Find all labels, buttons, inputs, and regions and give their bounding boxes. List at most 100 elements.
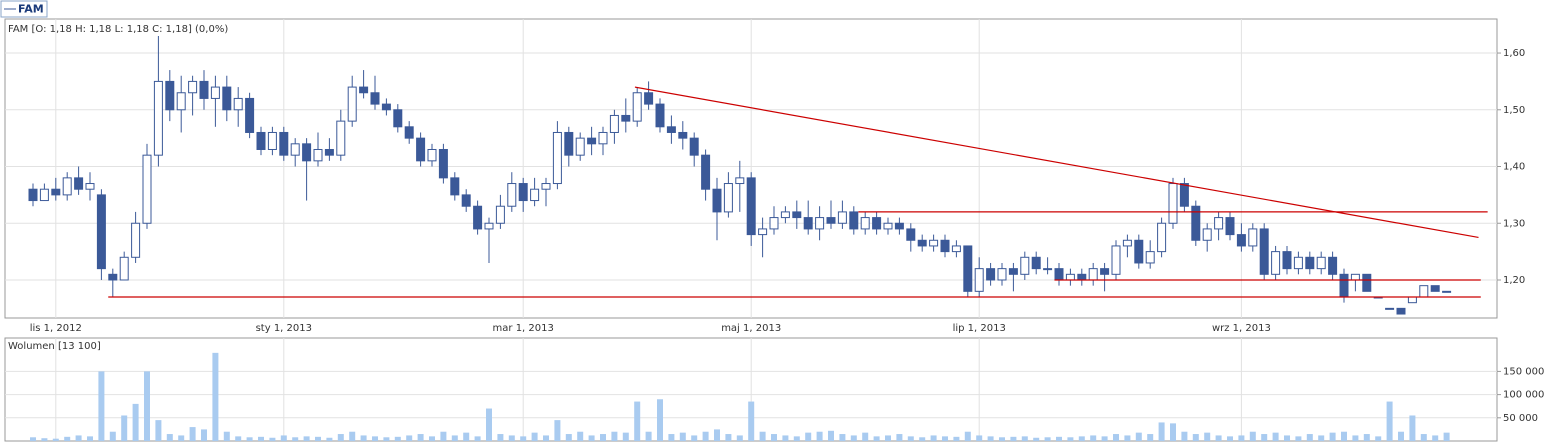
candle-body	[860, 217, 870, 230]
candle-body	[815, 217, 825, 230]
candle-body	[769, 217, 779, 230]
candle-body	[165, 80, 175, 111]
volume-bar	[999, 437, 1005, 441]
volume-bar	[463, 432, 470, 441]
volume-bar	[964, 431, 971, 441]
candle-body	[929, 239, 939, 247]
volume-bar	[862, 432, 869, 441]
candle-body	[1442, 290, 1452, 293]
candle-body	[655, 103, 665, 128]
volume-bar	[577, 431, 584, 441]
y-tick-label: 1,20	[1503, 275, 1525, 286]
volume-bar	[679, 432, 686, 441]
volume-bar	[565, 434, 572, 441]
volume-bar	[1386, 401, 1393, 441]
candle-body	[564, 131, 574, 156]
candle-body	[735, 177, 745, 185]
y-tick-label: 100 000	[1503, 390, 1544, 401]
candle-body	[427, 148, 437, 162]
candle-body	[473, 205, 483, 230]
candle-body	[1202, 228, 1212, 241]
volume-bar	[451, 435, 458, 441]
y-tick-label: 1,60	[1503, 48, 1525, 59]
candle-body	[1271, 251, 1281, 275]
candle-body	[495, 205, 505, 224]
volume-bar	[611, 431, 618, 441]
candle-body	[1430, 285, 1440, 292]
candle-body	[222, 86, 232, 111]
volume-bar	[201, 429, 207, 441]
candle-body	[245, 97, 255, 133]
candle-body	[484, 222, 494, 230]
volume-bar	[41, 438, 48, 441]
candle-body	[1385, 307, 1395, 310]
volume-bar	[1170, 423, 1176, 441]
volume-bar	[1352, 435, 1359, 441]
candle-body	[1043, 268, 1053, 271]
candle-body	[359, 86, 369, 94]
candle-body	[1031, 256, 1041, 270]
volume-bar	[474, 436, 481, 441]
candle-body	[632, 92, 642, 122]
candle-body	[849, 211, 859, 230]
candle-body	[917, 239, 927, 247]
volume-bar	[1284, 435, 1290, 441]
candle-body	[210, 86, 220, 99]
candle-body	[461, 194, 471, 207]
volume-bar	[1067, 437, 1074, 441]
volume-bar	[987, 436, 994, 441]
candle-body	[780, 211, 790, 219]
volume-bar	[508, 435, 515, 441]
candle-body	[62, 177, 72, 196]
candle-body	[746, 177, 756, 236]
plot: 1,20 1,30 1,40 1,50 1,60 lis 1, 2012 sty 1, 20…	[5, 19, 1544, 441]
volume-title: Wolumen [13 100]	[8, 341, 101, 352]
volume-bar	[885, 435, 891, 441]
candle-body	[1020, 256, 1030, 275]
candle-body	[1305, 256, 1315, 270]
candle-body	[51, 188, 61, 196]
candle-body	[678, 131, 688, 139]
candle-body	[1088, 268, 1098, 281]
candle-body	[267, 131, 277, 150]
volume-bar	[520, 436, 527, 441]
volume-bar	[1192, 434, 1199, 441]
price-info: FAM [O: 1,18 H: 1,18 L: 1,18 C: 1,18] (0…	[8, 24, 228, 35]
y-tick-label: 1,50	[1503, 105, 1525, 116]
candle-body	[336, 120, 346, 156]
candle-body	[951, 245, 961, 253]
candle-body	[1168, 183, 1178, 224]
candle-body	[1100, 268, 1110, 275]
candle-body	[416, 137, 426, 162]
candle-body	[1259, 228, 1269, 275]
candle-body	[701, 154, 711, 190]
volume-bar	[87, 436, 93, 441]
x-tick-label: lis 1, 2012	[30, 323, 82, 334]
volume-bar	[531, 432, 538, 441]
x-tick-label: mar 1, 2013	[493, 323, 554, 334]
volume-bar	[976, 435, 983, 441]
trendline	[634, 86, 1479, 239]
volume-bar	[1295, 436, 1302, 441]
volume-bar	[1398, 431, 1404, 441]
volume-bar	[1124, 435, 1131, 441]
volume-bar	[372, 436, 378, 441]
volume-bar	[759, 431, 766, 441]
candle-body	[153, 80, 163, 156]
volume-bar	[406, 435, 413, 441]
volume-bar	[1363, 434, 1370, 441]
candle-body	[39, 188, 49, 202]
y-tick-label: 50 000	[1503, 413, 1538, 424]
volume-bar	[486, 408, 492, 441]
candle-body	[1145, 251, 1155, 264]
volume-bar	[1409, 415, 1416, 441]
candle-body	[1407, 296, 1417, 304]
candle-body	[233, 97, 243, 111]
volume-bar	[1078, 436, 1085, 441]
volume-bar	[223, 431, 230, 441]
volume-bar	[600, 434, 606, 441]
volume-bar	[907, 436, 914, 441]
volume-bar	[1249, 431, 1256, 441]
candle-body	[530, 188, 540, 202]
